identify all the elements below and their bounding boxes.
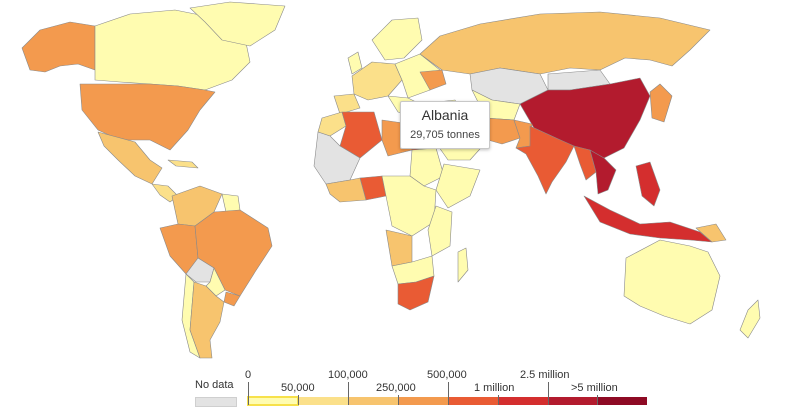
country-west-africa-north[interactable] [313,131,361,185]
legend-bin[interactable] [598,397,647,405]
legend-tick-label-top: 100,000 [328,369,368,381]
country-australia[interactable] [623,239,721,325]
legend-bin[interactable] [348,397,398,405]
country-alaska[interactable] [21,21,96,73]
legend-tick [548,382,549,405]
country-cuba[interactable] [167,159,199,169]
legend-bin[interactable] [298,397,348,405]
country-canada[interactable] [94,9,251,91]
legend-no-data-label: No data [195,379,234,391]
country-argentina[interactable] [189,281,225,359]
country-guianas[interactable] [221,193,241,213]
color-legend: No data 0 100,000 500,000 2.5 million 50… [0,362,800,414]
tooltip-country-name: Albania [421,107,469,123]
country-uk[interactable] [347,51,363,75]
country-russia[interactable] [419,11,711,75]
country-angola[interactable] [385,229,413,267]
country-iberia[interactable] [333,93,361,115]
country-korea-japan[interactable] [649,83,673,123]
legend-bin[interactable] [548,397,598,405]
legend-tick [348,382,349,405]
country-western-europe[interactable] [351,61,403,101]
country-new-zealand[interactable] [739,299,761,339]
country-indonesia[interactable] [583,195,713,243]
world-map[interactable] [0,0,800,360]
legend-tick-label-top: 500,000 [427,369,467,381]
country-scandinavia[interactable] [371,17,423,61]
legend-bin[interactable] [398,397,448,405]
legend-tick-label-top: 2.5 million [520,369,570,381]
legend-tick [498,395,499,405]
country-ukraine[interactable] [419,69,447,91]
tooltip-value: 29,705 tonnes [410,129,480,141]
country-madagascar[interactable] [457,247,469,283]
legend-tick [597,395,598,405]
legend-tick [298,395,299,405]
country-philippines[interactable] [635,161,661,207]
legend-tick-label-bottom: 250,000 [376,382,416,394]
legend-bin[interactable] [498,397,548,405]
country-brazil[interactable] [194,209,273,297]
country-morocco[interactable] [317,111,347,137]
legend-bin[interactable] [247,396,299,406]
legend-tick-label-top: 0 [245,369,252,381]
legend-tick-label-bottom: 1 million [474,382,515,394]
legend-tick [398,395,399,405]
country-india[interactable] [515,125,575,195]
country-east-africa[interactable] [427,205,453,257]
country-usa[interactable] [79,83,216,151]
country-greenland[interactable] [189,1,286,47]
country-horn-of-africa[interactable] [435,163,481,209]
legend-tick [248,382,249,405]
country-papua-new-guinea[interactable] [695,223,727,243]
country-uruguay[interactable] [223,291,241,307]
country-bangladesh-myanmar[interactable] [573,145,597,181]
country-tooltip: Albania 29,705 tonnes [400,101,490,149]
country-south-africa[interactable] [397,275,435,311]
legend-tick-label-bottom: 50,000 [281,382,315,394]
legend-tick-label-bottom: >5 million [571,382,618,394]
country-central-africa[interactable] [381,175,437,237]
country-bolivia[interactable] [185,257,215,283]
legend-bin[interactable] [448,397,498,405]
legend-no-data-swatch[interactable] [195,397,237,407]
country-thailand-vietnam[interactable] [589,149,617,195]
legend-tick [448,382,449,405]
country-gulf-of-guinea[interactable] [325,177,367,203]
